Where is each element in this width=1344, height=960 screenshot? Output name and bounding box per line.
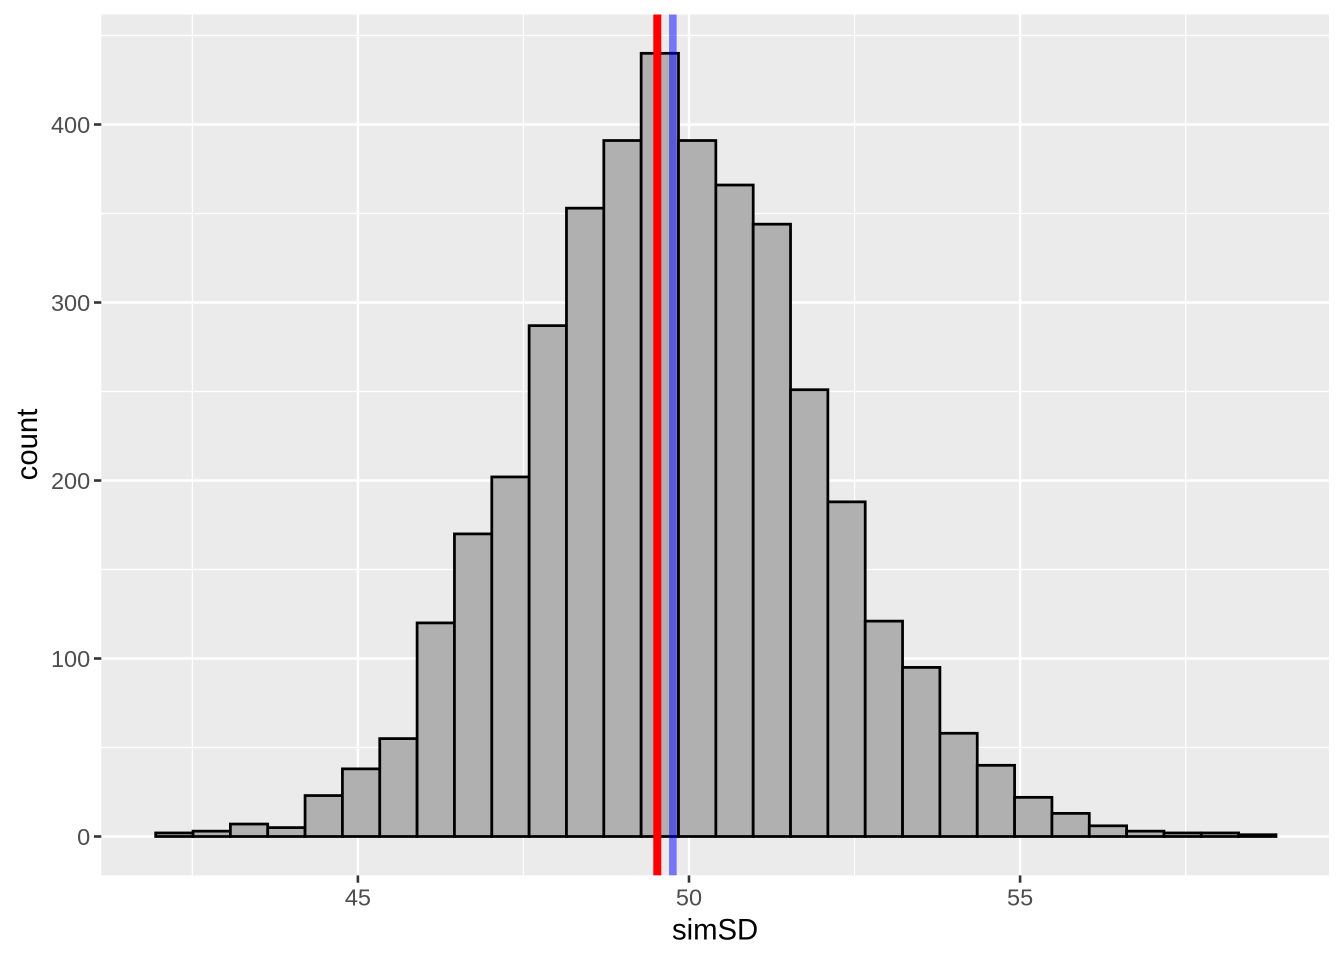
svg-text:200: 200	[51, 468, 90, 494]
svg-text:count: count	[11, 409, 44, 481]
svg-text:300: 300	[51, 290, 90, 316]
svg-text:55: 55	[1007, 885, 1033, 911]
svg-text:45: 45	[345, 885, 371, 911]
svg-text:100: 100	[51, 646, 90, 672]
svg-text:0: 0	[77, 824, 90, 850]
svg-text:400: 400	[51, 112, 90, 138]
svg-text:simSD: simSD	[672, 913, 758, 946]
svg-text:50: 50	[676, 885, 702, 911]
